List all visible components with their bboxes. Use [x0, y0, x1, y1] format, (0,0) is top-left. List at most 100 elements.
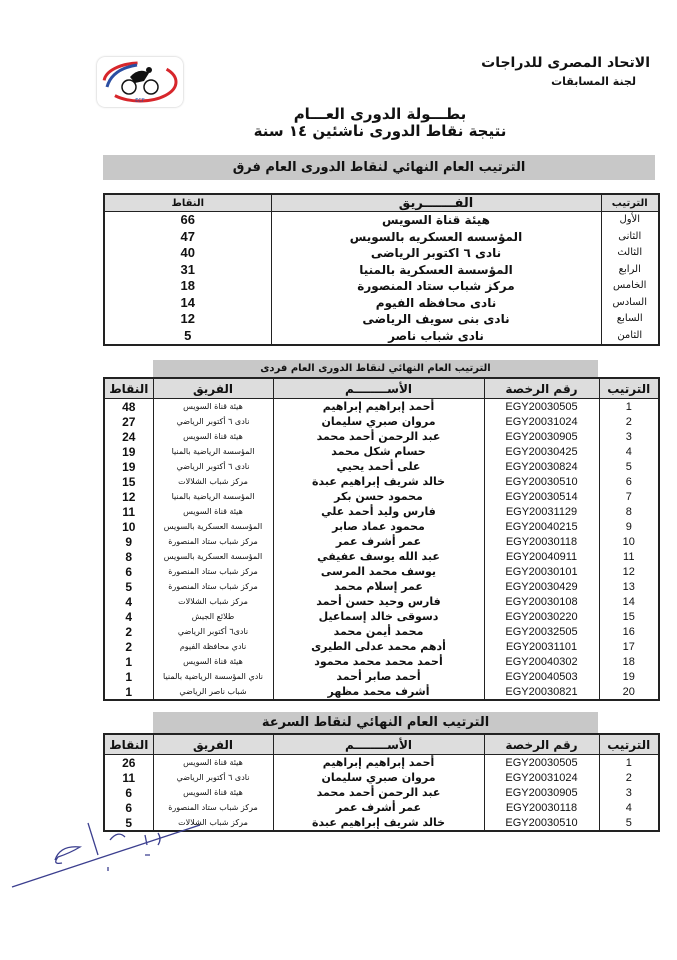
cell-name: خالد شريف إبراهيم عبدة [272, 474, 485, 489]
cell-team: هيئة قناة السويس [270, 211, 602, 229]
cell-team: نادى ٦ اكتوبر الرياضى [270, 245, 602, 262]
table-row: 11 EGY20040911 عبد الله يوسف عفيفي المؤسسة … [103, 549, 660, 564]
table-row: 18 EGY20040302 أحمد محمد محمد محمود هيئة قن… [103, 654, 660, 669]
cell-name: فارس وليد أحمد علي [272, 504, 485, 519]
table-row: 20 EGY20030821 أشرف محمد مظهر شباب ناصر الر… [103, 684, 660, 700]
teams-table-title: الترتيب العام النهائي لنقاط الدورى العام… [103, 155, 655, 180]
table-row: 1 EGY20030505 أحمد إبراهيم إبراهيم هيئة قنا… [103, 754, 660, 770]
cell-rank: الرابع [600, 261, 660, 278]
cell-license: EGY20030505 [483, 398, 600, 414]
cell-points: 9 [103, 534, 154, 549]
table-row: 7 EGY20030514 محمود حسن بكر المؤسسة الرياضي… [103, 489, 660, 504]
table-row: الخامس مركز شباب ستاد المنصورة 18 [103, 278, 660, 295]
championship-title: بطـــولة الدورى العـــام [293, 105, 467, 123]
table-row: 4 EGY20030425 حسام شكل محمد المؤسسة الرياضي… [103, 444, 660, 459]
results-subtitle: نتيجة نقاط الدورى ناشئين ١٤ سنة [253, 122, 507, 140]
cell-rank: الخامس [600, 278, 660, 295]
cell-license: EGY20040911 [483, 549, 600, 564]
cell-rank: 7 [598, 489, 660, 504]
header-rank: الترتيب [598, 734, 660, 755]
cell-license: EGY20030824 [483, 459, 600, 474]
committee-name: لجنة المسابقات [551, 75, 636, 88]
cell-points: 4 [103, 594, 154, 609]
cell-team: هيئة قناة السويس [152, 785, 274, 800]
cell-name: عمر أشرف عمر [272, 534, 485, 549]
cell-team: نادى بنى سويف الرياضى [270, 311, 602, 328]
table-row: السابع نادى بنى سويف الرياضى 12 [103, 311, 660, 328]
cell-points: 2 [103, 639, 154, 654]
cell-rank: 4 [598, 800, 660, 815]
cell-rank: 16 [598, 624, 660, 639]
table-row: السادس نادى محافظه الفيوم 14 [103, 294, 660, 311]
cell-points: 15 [103, 474, 154, 489]
cell-team: هيئة قناة السويس [152, 754, 274, 770]
cell-rank: 1 [598, 398, 660, 414]
sprint-table: الترتيب رقم الرخصة الأســــــــم الفريق … [103, 733, 660, 832]
cell-team: المؤسسة العسكرية بالسويس [152, 519, 274, 534]
cell-team: المؤسسة العسكرية بالسويس [152, 549, 274, 564]
cell-points: 18 [103, 278, 272, 295]
header-team: الفريق [152, 734, 274, 755]
cell-name: فارس وحيد حسن أحمد [272, 594, 485, 609]
cell-name: عبد الرحمن أحمد محمد [272, 429, 485, 444]
header-points: النقاط [103, 378, 154, 399]
cell-rank: 13 [598, 579, 660, 594]
table-row: 4 EGY20030118 عمر أشرف عمر مركز شباب ستاد ا… [103, 800, 660, 815]
table-row: الثالث نادى ٦ اكتوبر الرياضى 40 [103, 245, 660, 262]
cell-team: نادي محافظة الفيوم [152, 639, 274, 654]
individual-table-title: الترتيب العام النهائي لنقاط الدورى العام… [153, 360, 598, 377]
table-row: 13 EGY20030429 عمر إسلام محمد مركز شباب ستا… [103, 579, 660, 594]
cell-rank: 14 [598, 594, 660, 609]
cell-points: 5 [103, 815, 154, 831]
cell-team: نادى٦ أكتوبر الرياضي [152, 624, 274, 639]
cell-name: خالد شريف إبراهيم عبدة [272, 815, 485, 831]
table-row: الرابع المؤسسة العسكرية بالمنيا 31 [103, 261, 660, 278]
cell-rank: الثامن [600, 327, 660, 345]
cell-name: يوسف محمد المرسى [272, 564, 485, 579]
table-row: 1 EGY20030505 أحمد إبراهيم إبراهيم هيئة قنا… [103, 398, 660, 414]
cell-team: مركز شباب الشلالات [152, 474, 274, 489]
cell-team: نادى شباب ناصر [270, 327, 602, 345]
cell-team: المؤسسة الرياضية بالمنيا [152, 444, 274, 459]
cell-team: نادى ٦ أكتوبر الرياضي [152, 459, 274, 474]
cell-points: 27 [103, 414, 154, 429]
cell-name: على أحمد يحيي [272, 459, 485, 474]
table-row: 3 EGY20030905 عبد الرحمن أحمد محمد هيئة قنا… [103, 785, 660, 800]
cell-license: EGY20030510 [483, 815, 600, 831]
cell-team: المؤسسه العسكريه بالسويس [270, 228, 602, 245]
cell-name: محمود عماد صابر [272, 519, 485, 534]
cell-rank: 11 [598, 549, 660, 564]
cell-name: عمر أشرف عمر [272, 800, 485, 815]
cell-name: مروان صبري سليمان [272, 414, 485, 429]
cell-team: نادي المؤسسة الرياضية بالمنيا [152, 669, 274, 684]
cell-license: EGY20031129 [483, 504, 600, 519]
cell-points: 6 [103, 564, 154, 579]
header-license: رقم الرخصة [483, 378, 600, 399]
cell-license: EGY20040503 [483, 669, 600, 684]
cell-team: مركز شباب ستاد المنصورة [152, 534, 274, 549]
cell-points: 8 [103, 549, 154, 564]
cell-rank: 3 [598, 785, 660, 800]
signature [11, 822, 201, 888]
cell-rank: 5 [598, 815, 660, 831]
cell-team: المؤسسة العسكرية بالمنيا [270, 261, 602, 278]
header-name: الأســــــــم [272, 734, 485, 755]
organization-header: الاتحاد المصرى للدراجات لجنة المسابقات [481, 55, 650, 88]
cell-license: EGY20030510 [483, 474, 600, 489]
table-row: 17 EGY20031101 أدهم محمد عدلى الطيرى نادي م… [103, 639, 660, 654]
cell-team: المؤسسة الرياضية بالمنيا [152, 489, 274, 504]
cell-rank: 8 [598, 504, 660, 519]
svg-text:ECF: ECF [135, 98, 145, 104]
cell-rank: 10 [598, 534, 660, 549]
organization-name: الاتحاد المصرى للدراجات [481, 55, 650, 71]
cell-license: EGY20030118 [483, 800, 600, 815]
cell-name: حسام شكل محمد [272, 444, 485, 459]
cell-points: 6 [103, 785, 154, 800]
cell-team: هيئة قناة السويس [152, 654, 274, 669]
header-team: الفريق [152, 378, 274, 399]
cell-points: 10 [103, 519, 154, 534]
cell-team: نادى ٦ أكتوبر الرياضي [152, 414, 274, 429]
cell-points: 40 [103, 245, 272, 262]
cell-license: EGY20030108 [483, 594, 600, 609]
cell-rank: 17 [598, 639, 660, 654]
